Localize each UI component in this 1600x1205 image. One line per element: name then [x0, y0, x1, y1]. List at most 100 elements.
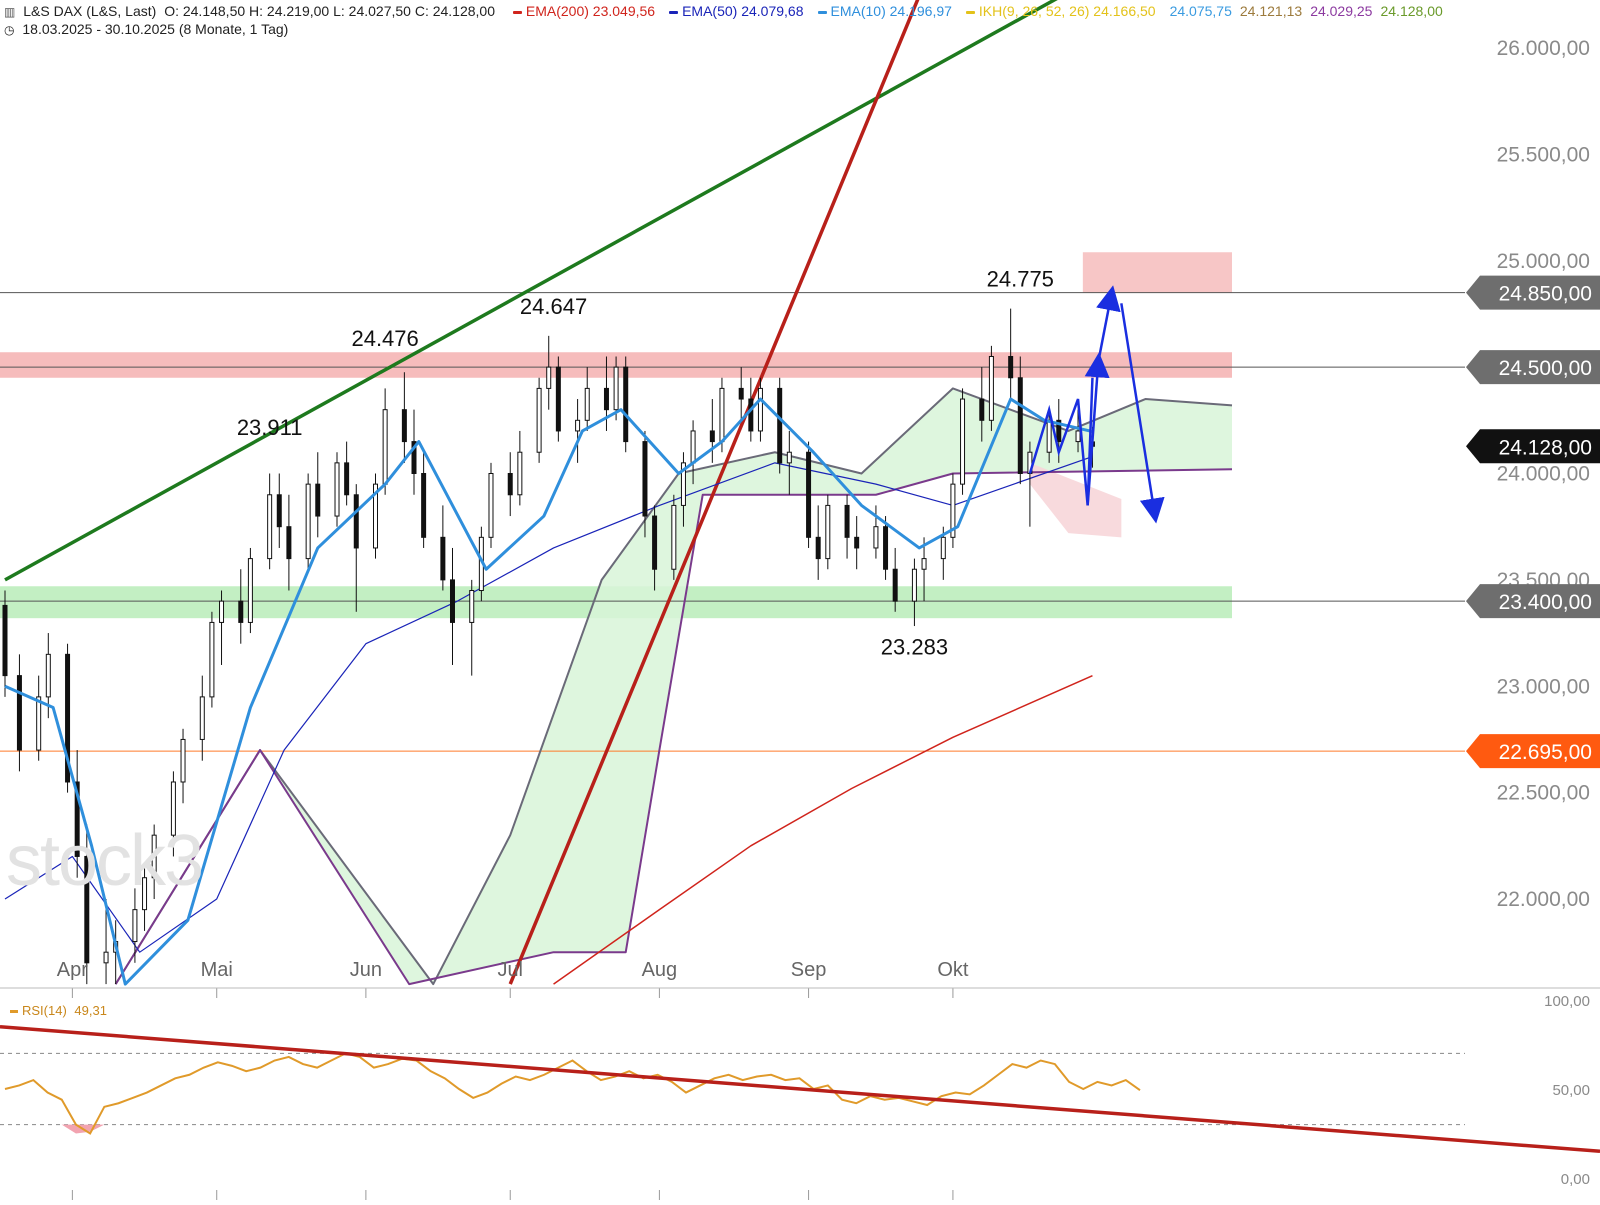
ichimoku-cloud-bear: [1029, 462, 1122, 538]
candle-body: [844, 504, 850, 538]
candle-body: [247, 558, 253, 623]
candle-body: [757, 387, 763, 432]
candle: [815, 505, 821, 580]
candle: [382, 388, 388, 495]
candle-body: [440, 536, 446, 581]
symbol-label: L&S DAX (L&S, Last): [23, 3, 157, 19]
price-badge: 24.850,00: [1466, 275, 1600, 310]
candle: [536, 377, 542, 463]
candle-body: [680, 462, 686, 506]
candle-body: [344, 462, 350, 496]
candle-body: [45, 653, 51, 698]
price-annotation: 23.283: [881, 634, 948, 659]
candle: [411, 409, 417, 495]
candle: [757, 377, 763, 442]
price-badge-bg: [1466, 429, 1600, 464]
trendline-uptrend-green: [4, 0, 1058, 582]
x-tick-label: Apr: [57, 959, 88, 981]
legend-row: ▥ L&S DAX (L&S, Last) O: 24.148,50 H: 24…: [4, 2, 1455, 21]
price-annotation: 24.775: [987, 266, 1054, 291]
candle-body: [777, 387, 783, 464]
candle-body: [690, 430, 696, 464]
x-tick-label: Okt: [937, 959, 969, 981]
candle: [142, 867, 148, 931]
candle: [180, 728, 186, 804]
candle-body: [748, 398, 754, 432]
rsi-legend: RSI(14) 49,31: [10, 1002, 111, 1020]
candle-body: [1075, 430, 1081, 443]
candle-body: [238, 600, 244, 623]
x-tick-label: Sep: [791, 959, 827, 981]
candle-body: [911, 568, 917, 602]
ohlc-values: O: 24.148,50 H: 24.219,00 L: 24.027,50 C…: [164, 3, 495, 19]
candle: [950, 473, 956, 548]
rsi-trendline: [0, 1024, 1600, 1154]
y-tick-label: 23.000,00: [1497, 675, 1590, 698]
x-tick-label: Aug: [642, 959, 678, 981]
watermark: stock3: [6, 821, 204, 901]
candle: [344, 441, 350, 506]
candle: [199, 675, 205, 761]
rsi-tick-label: 100,00: [1544, 993, 1590, 1010]
price-badge-label: 24.128,00: [1499, 436, 1592, 459]
candle: [507, 452, 513, 517]
candle-body: [536, 387, 542, 453]
candle-body: [584, 387, 590, 421]
candle: [373, 473, 379, 559]
candle-body: [469, 590, 475, 623]
candle-body: [623, 366, 629, 443]
candle: [979, 367, 985, 442]
candle-body: [84, 855, 90, 964]
candle-body: [546, 366, 552, 389]
ikh-value: 24.029,25: [1310, 3, 1373, 19]
candle-body: [276, 494, 282, 528]
candle-body: [334, 462, 340, 517]
price-annotation: 24.647: [520, 294, 587, 319]
candle: [267, 473, 273, 570]
x-tick-label: Jun: [350, 959, 382, 981]
ema50-line: [4, 455, 1093, 953]
candle-body: [267, 494, 273, 560]
indicator-legend-item: IKH(9, 26, 52, 26) 24.166,50: [965, 3, 1160, 19]
price-annotation: 24.476: [351, 326, 418, 351]
candle: [806, 441, 812, 548]
y-tick-label: 22.500,00: [1497, 782, 1590, 805]
candle: [546, 335, 552, 410]
projection-arrow: [1120, 303, 1165, 524]
candle-body: [883, 526, 889, 570]
candle: [709, 399, 715, 463]
price-badge-label: 24.500,00: [1499, 357, 1592, 380]
candle-body: [170, 781, 176, 836]
candle: [738, 367, 744, 421]
candle: [103, 899, 109, 985]
candle: [209, 611, 215, 708]
candle-body: [411, 441, 417, 474]
candle-body: [488, 473, 494, 538]
senkou-b-line: [114, 468, 1233, 986]
candle-body: [786, 451, 792, 464]
indicator-legend-item: EMA(10) 24.196,97: [817, 3, 956, 19]
candle-body: [36, 696, 42, 751]
candle-body: [449, 579, 455, 623]
candle: [286, 494, 292, 591]
candle-body: [671, 504, 677, 570]
price-badge-bg: [1466, 584, 1600, 619]
zone-target: [1082, 252, 1232, 293]
candle: [16, 654, 22, 772]
candle-body: [738, 387, 744, 400]
indicator-legend-item: EMA(50) 24.079,68: [669, 3, 807, 19]
candle-body: [151, 834, 157, 879]
candle-body: [575, 419, 581, 432]
indicator-legend-item: EMA(200) 23.049,56: [512, 3, 659, 19]
y-tick-label: 22.000,00: [1497, 888, 1590, 911]
price-badge: 24.500,00: [1466, 350, 1600, 385]
candle-body: [873, 526, 879, 549]
candle: [911, 558, 917, 627]
candle-body: [988, 355, 994, 421]
candle: [219, 590, 225, 665]
candle-body: [401, 409, 407, 443]
price-annotation: 23.911: [237, 415, 303, 440]
ema10-line: [4, 397, 1093, 986]
candle-body: [1056, 419, 1062, 443]
